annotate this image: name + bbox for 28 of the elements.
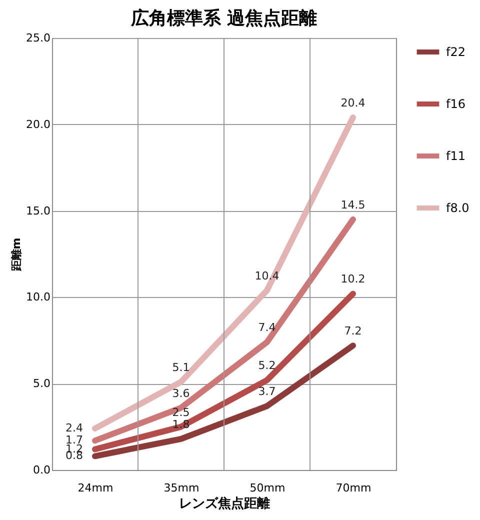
- legend-label: f8.0: [446, 201, 470, 215]
- y-tick-label: 15.0: [26, 204, 50, 218]
- x-tick-label: 24mm: [78, 482, 114, 494]
- legend-label: f16: [446, 97, 466, 111]
- x-axis-title: レンズ焦点距離: [179, 496, 270, 512]
- data-label: 3.6: [172, 386, 190, 400]
- legend-label: f11: [446, 149, 466, 163]
- data-label: 10.4: [254, 269, 280, 282]
- data-label: 7.2: [344, 324, 362, 338]
- data-label: 5.2: [258, 359, 276, 372]
- data-label: 5.1: [172, 360, 190, 374]
- y-tick-label: 10.0: [26, 290, 50, 304]
- x-tick-label: 50mm: [250, 482, 286, 494]
- data-label: 14.5: [340, 198, 366, 212]
- data-label: 3.7: [258, 385, 276, 398]
- data-label: 2.4: [66, 422, 83, 435]
- y-tick-label: 0.0: [33, 464, 50, 476]
- y-tick-label: 25.0: [26, 32, 50, 44]
- data-label: 2.5: [172, 406, 190, 419]
- x-tick-label: 35mm: [164, 482, 200, 494]
- chart-title: 広角標準系 過焦点距離: [130, 8, 318, 29]
- y-tick-label: 5.0: [33, 377, 50, 390]
- x-tick-label: 70mm: [336, 482, 372, 494]
- y-tick-label: 20.0: [26, 118, 50, 131]
- data-label: 20.4: [340, 96, 366, 110]
- y-axis-title: 距離m: [10, 238, 24, 272]
- legend-label: f22: [446, 45, 466, 59]
- data-label: 10.2: [340, 272, 366, 286]
